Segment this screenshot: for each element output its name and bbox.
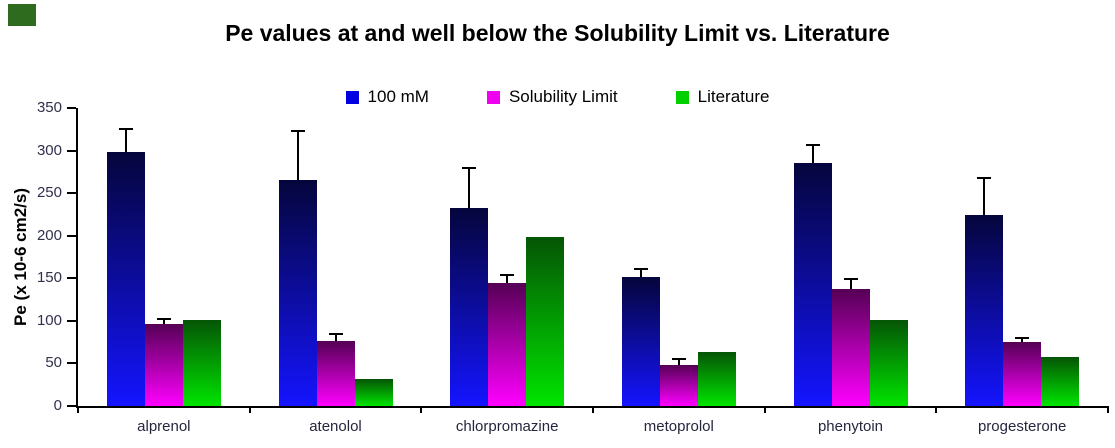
x-category-label-phenytoin: phenytoin [817, 418, 884, 435]
x-category-label-alprenol: alprenol [137, 418, 191, 435]
legend-item-solubility-limit: Solubility Limit [486, 87, 618, 107]
y-axis-tick-350 [67, 107, 76, 109]
y-axis-tick-200 [67, 234, 76, 237]
bar-literature-atenolol [354, 378, 393, 406]
chart-title: Pe values at and well below the Solubili… [225, 20, 890, 46]
bar-100-mm-chlorpromazine [450, 208, 489, 406]
legend-item-literature: Literature [675, 87, 770, 107]
error-bar-solubility-limit-metoprolol [677, 360, 680, 366]
bar-100-mm-phenytoin [793, 162, 832, 406]
y-tick-label-100: 100 [36, 311, 62, 329]
bar-literature-chlorpromazine [526, 236, 565, 406]
y-tick-label-0: 0 [53, 397, 62, 414]
bar-solubility-limit-phenytoin [831, 288, 870, 406]
error-bar-100-mm-atenolol [296, 131, 299, 181]
error-bar-100-mm-alprenol [124, 130, 127, 153]
error-bar-solubility-limit-phenytoin [849, 280, 852, 289]
y-axis-tick-250 [67, 192, 76, 195]
error-bar-cap-100-mm-phenytoin [805, 144, 820, 147]
legend-label-literature: Literature [697, 87, 770, 106]
error-bar-solubility-limit-chlorpromazine [506, 275, 509, 284]
error-bar-cap-solubility-limit-chlorpromazine [500, 273, 515, 276]
y-tick-label-200: 200 [36, 226, 62, 244]
error-bar-100-mm-metoprolol [639, 269, 642, 278]
corner-accent-swatch [8, 4, 36, 26]
legend-swatch-100-mm [345, 90, 359, 104]
error-bar-cap-100-mm-metoprolol [633, 267, 648, 270]
y-axis-tick-150 [67, 277, 76, 280]
x-axis-tick-3 [592, 406, 594, 413]
y-axis-tick-300 [67, 149, 76, 152]
error-bar-cap-solubility-limit-metoprolol [671, 358, 686, 361]
legend-label-solubility-limit: Solubility Limit [508, 87, 618, 106]
x-category-label-metoprolol: metoprolol [643, 418, 714, 435]
bar-100-mm-atenolol [278, 180, 317, 406]
y-axis-tick-0 [67, 405, 76, 407]
error-bar-solubility-limit-atenolol [334, 335, 337, 342]
y-tick-label-150: 150 [36, 269, 62, 287]
y-axis-tick-100 [67, 319, 76, 322]
bar-solubility-limit-metoprolol [659, 365, 698, 406]
error-bar-cap-100-mm-chlorpromazine [462, 167, 477, 170]
legend-item-100-mm: 100 mM [345, 87, 429, 107]
legend-swatch-literature [675, 90, 689, 104]
legend-swatch-solubility-limit [486, 90, 500, 104]
bar-solubility-limit-chlorpromazine [488, 283, 527, 406]
bar-100-mm-alprenol [106, 152, 145, 406]
bar-100-mm-progesterone [965, 215, 1004, 406]
error-bar-solubility-limit-alprenol [162, 320, 165, 325]
error-bar-solubility-limit-progesterone [1021, 338, 1024, 343]
error-bar-cap-solubility-limit-phenytoin [843, 278, 858, 280]
x-axis-tick-0 [77, 406, 79, 413]
bar-literature-progesterone [1041, 356, 1080, 406]
y-axis-tick-50 [67, 362, 76, 365]
y-tick-label-350: 350 [36, 99, 62, 116]
plot-area: 0 50 100 150 200 250 300 350 alprenol atenolol chl… [37, 99, 1109, 435]
error-bar-cap-100-mm-atenolol [290, 129, 305, 132]
legend: 100 mM Solubility Limit Literature [0, 87, 1115, 107]
x-axis-tick-2 [420, 406, 423, 413]
x-axis-tick-5 [935, 406, 938, 413]
bar-100-mm-metoprolol [621, 277, 660, 406]
error-bar-100-mm-progesterone [983, 178, 986, 216]
bar-solubility-limit-alprenol [144, 324, 183, 406]
y-tick-label-50: 50 [45, 354, 62, 372]
y-axis-title-text: Pe (x 10-6 cm2/s) [11, 188, 30, 326]
bar-solubility-limit-progesterone [1003, 342, 1042, 406]
bar-literature-metoprolol [697, 351, 736, 406]
x-axis-tick-4 [763, 406, 766, 413]
error-bar-100-mm-chlorpromazine [468, 169, 471, 209]
bar-solubility-limit-atenolol [316, 341, 355, 406]
y-tick-label-250: 250 [36, 184, 62, 202]
bar-literature-phenytoin [869, 320, 908, 406]
y-tick-label-300: 300 [36, 141, 62, 159]
bar-literature-alprenol [182, 320, 221, 406]
x-axis-tick-6 [1107, 406, 1109, 413]
error-bar-cap-solubility-limit-progesterone [1015, 336, 1030, 339]
error-bar-cap-solubility-limit-atenolol [328, 333, 343, 336]
error-bar-cap-100-mm-progesterone [977, 176, 992, 179]
error-bar-cap-100-mm-alprenol [118, 128, 133, 131]
x-category-label-atenolol: atenolol [309, 418, 362, 435]
x-axis-tick-1 [248, 406, 251, 413]
error-bar-cap-solubility-limit-alprenol [156, 318, 171, 321]
legend-label-100-mm: 100 mM [367, 87, 429, 106]
error-bar-100-mm-phenytoin [811, 146, 814, 163]
x-category-label-chlorpromazine: chlorpromazine [455, 418, 559, 435]
x-category-label-progesterone: progesterone [977, 418, 1067, 435]
